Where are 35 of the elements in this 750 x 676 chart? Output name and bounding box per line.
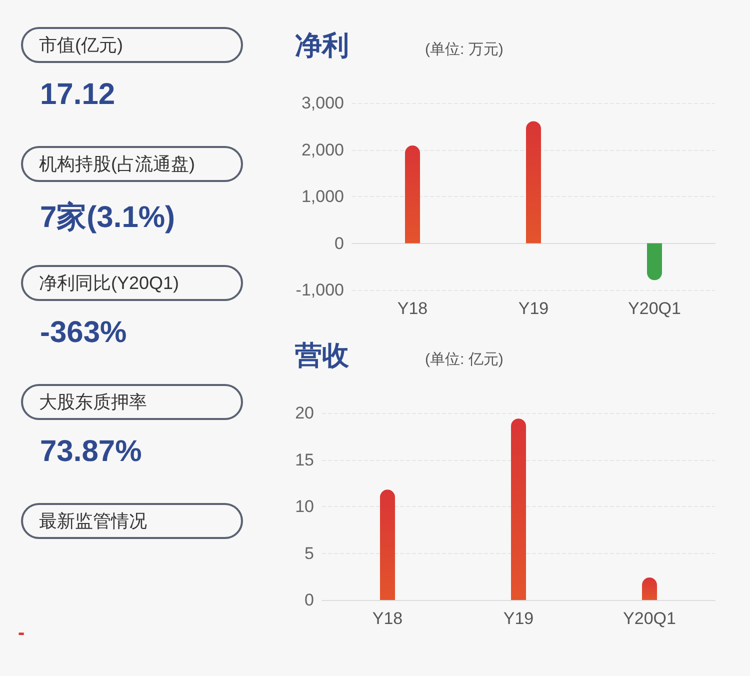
text: 市值(亿元) <box>21 27 243 63</box>
text: 机构持股(占流通盘) <box>21 146 243 182</box>
chart-subtitle: (单位: 万元) <box>425 41 504 58</box>
chart-title: 净利 <box>295 30 349 60</box>
x-tick-label: Y19 <box>503 609 534 628</box>
bar <box>526 121 541 244</box>
y-tick-label: 0 <box>304 590 314 610</box>
bar <box>647 243 662 280</box>
y-tick-label: 10 <box>295 497 314 516</box>
x-tick-label: Y20Q1 <box>628 299 681 318</box>
y-tick-label: 15 <box>295 450 314 470</box>
text: -363% <box>40 316 127 350</box>
bar <box>511 418 526 600</box>
y-tick-label: 0 <box>334 234 344 253</box>
y-tick-label: -1,000 <box>296 280 344 300</box>
text: 7家(3.1%) <box>40 200 176 236</box>
y-tick-label: 3,000 <box>301 94 344 112</box>
text: 17.12 <box>40 78 116 112</box>
text: 大股东质押率 <box>21 384 243 420</box>
y-tick-label: 5 <box>304 544 314 563</box>
text: 最新监管情况 <box>21 503 243 539</box>
y-tick-label: 1,000 <box>301 187 344 206</box>
x-tick-label: Y20Q1 <box>623 609 676 628</box>
text: - <box>18 622 25 645</box>
bar <box>380 490 395 600</box>
chart-subtitle: (单位: 亿元) <box>425 351 504 368</box>
chart-title: 营收 <box>294 340 350 370</box>
text: 净利同比(Y20Q1) <box>21 265 243 301</box>
x-tick-label: Y18 <box>397 299 428 318</box>
y-tick-label: 2,000 <box>301 140 344 160</box>
x-tick-label: Y18 <box>372 609 403 628</box>
y-tick-label: 20 <box>295 404 314 422</box>
bar <box>405 146 420 244</box>
x-tick-label: Y19 <box>518 299 549 318</box>
text: 73.87% <box>40 435 142 469</box>
